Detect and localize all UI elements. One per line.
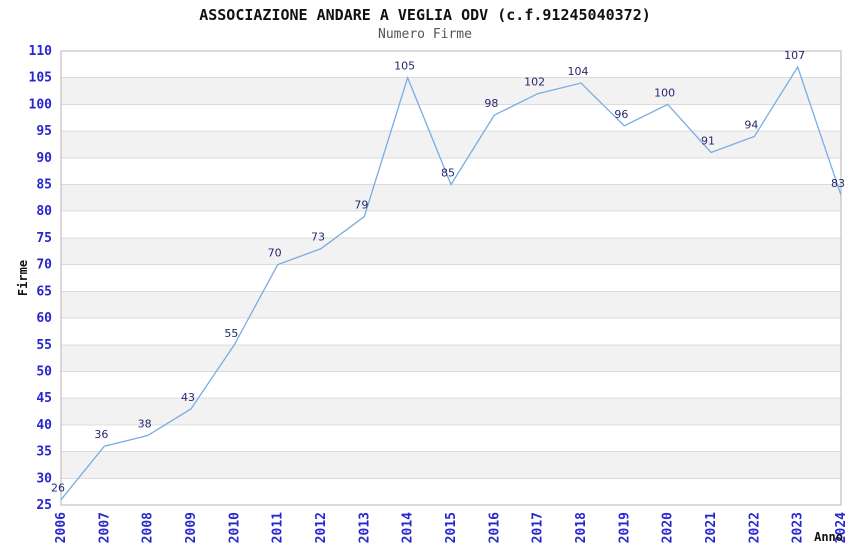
x-tick-label: 2019 <box>617 512 632 543</box>
value-label: 79 <box>354 199 368 212</box>
band-stripe <box>61 131 841 158</box>
value-labels: 26 36 38 43 55 70 73 79 105 85 98 102 104 96 100 91 94 10… <box>51 49 845 495</box>
value-label: 26 <box>51 482 65 495</box>
band-stripe <box>61 184 841 212</box>
value-label: 83 <box>831 177 845 190</box>
x-tick-label: 2021 <box>704 512 719 543</box>
y-tick-label: 25 <box>36 498 52 513</box>
value-label: 43 <box>181 391 195 404</box>
band-stripe <box>61 237 841 265</box>
grid-lines <box>61 77 841 479</box>
y-tick-label: 35 <box>36 445 52 460</box>
chart-title: ASSOCIAZIONE ANDARE A VEGLIA ODV (c.f.91… <box>199 6 651 24</box>
band-stripe <box>61 344 841 372</box>
y-tick-label: 105 <box>29 71 52 86</box>
y-tick-label: 60 <box>36 311 52 326</box>
value-label: 96 <box>614 108 628 121</box>
y-tick-label: 100 <box>29 97 53 112</box>
band-stripe <box>61 398 841 425</box>
value-label: 100 <box>654 86 675 99</box>
x-tick-label: 2011 <box>271 512 286 543</box>
x-tick-label: 2010 <box>227 512 242 543</box>
x-tick-label: 2012 <box>314 512 329 543</box>
value-label: 73 <box>311 231 325 244</box>
value-label: 107 <box>784 49 805 62</box>
band-stripe <box>61 77 841 105</box>
x-tick-label: 2020 <box>661 512 676 543</box>
x-tick-label: 2017 <box>531 512 546 543</box>
y-tick-label: 45 <box>36 391 52 406</box>
plot-bands <box>61 77 841 479</box>
y-axis-label: Firme <box>16 260 30 296</box>
y-axis-tick-labels: 25 30 35 40 45 50 55 60 65 70 75 80 85 90 95 100 105 110 <box>29 44 53 513</box>
y-tick-label: 65 <box>36 284 52 299</box>
x-tick-label: 2016 <box>487 512 502 543</box>
value-label: 91 <box>701 134 715 147</box>
x-tick-label: 2008 <box>141 512 156 543</box>
x-tick-label: 2014 <box>401 512 416 543</box>
y-tick-label: 95 <box>36 124 52 139</box>
y-tick-label: 85 <box>36 178 52 193</box>
value-label: 104 <box>568 65 589 78</box>
y-tick-label: 110 <box>29 44 53 59</box>
y-tick-label: 70 <box>36 258 52 273</box>
band-stripe <box>61 451 841 479</box>
value-label: 38 <box>138 418 152 431</box>
value-label: 102 <box>524 76 545 89</box>
y-tick-label: 55 <box>36 338 52 353</box>
value-label: 70 <box>268 247 282 260</box>
x-tick-label: 2015 <box>444 512 459 543</box>
y-tick-label: 40 <box>36 418 52 433</box>
value-label: 94 <box>744 118 758 131</box>
plot-border <box>60 50 842 506</box>
x-axis-tick-labels: 2006 2007 2008 2009 2010 2011 2012 2013 2014 2015… <box>54 512 849 543</box>
y-tick-label: 50 <box>36 364 52 379</box>
x-tick-label: 2024 <box>834 512 849 543</box>
band-stripe <box>61 291 841 319</box>
x-tick-label: 2009 <box>184 512 199 543</box>
x-tick-label: 2007 <box>97 512 112 543</box>
value-label: 98 <box>484 97 498 110</box>
y-tick-label: 30 <box>36 471 52 486</box>
value-label: 55 <box>224 327 238 340</box>
value-label: 85 <box>441 167 455 180</box>
x-tick-label: 2013 <box>357 512 372 543</box>
x-tick-label: 2022 <box>747 512 762 543</box>
y-tick-label: 75 <box>36 231 52 246</box>
x-tick-label: 2006 <box>54 512 69 543</box>
value-label: 36 <box>94 428 108 441</box>
x-axis-label: Anno <box>814 530 843 544</box>
x-tick-label: 2023 <box>791 512 806 543</box>
y-tick-label: 90 <box>36 151 52 166</box>
chart-subtitle: Numero Firme <box>378 27 472 42</box>
value-label: 105 <box>394 60 415 73</box>
x-tick-label: 2018 <box>574 512 589 543</box>
y-tick-label: 80 <box>36 204 52 219</box>
data-line <box>60 65 842 501</box>
